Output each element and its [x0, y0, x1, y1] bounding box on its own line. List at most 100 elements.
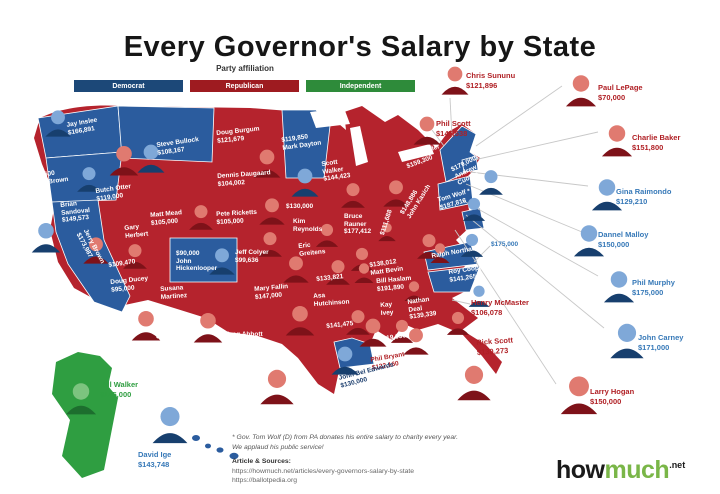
label-henry-mcmaster: Henry McMaster $106,078 — [471, 298, 529, 318]
portrait-phil-bryant — [356, 314, 390, 348]
portrait-ralph-northam — [458, 230, 486, 258]
label-kim-reynolds: Kim Reynolds — [293, 218, 323, 233]
lake-superior — [310, 108, 350, 128]
portrait-doug-burgum — [250, 145, 284, 179]
label-gary-herbert: Gary Herbert — [124, 223, 149, 240]
label-dannel-malloy: Dannel Malloy $150,000 — [598, 230, 649, 250]
label-phil-scott: Phil Scott $145,538 — [436, 119, 471, 139]
portrait-pete-ricketts — [255, 228, 285, 258]
portrait-john-hickenlooper — [206, 244, 238, 276]
portrait-rick-snyder — [380, 176, 412, 208]
portrait-kate-brown — [74, 163, 104, 193]
label-john-hickenlooper: $90,000 John Hickenlooper — [176, 250, 218, 273]
portrait-chris-sununu — [438, 62, 472, 96]
label-paul-lepage: Paul LePage $70,000 — [598, 83, 643, 103]
portrait-eric-greitens — [323, 256, 353, 286]
portrait-phil-murphy — [600, 266, 638, 304]
portrait-brian-sandoval — [80, 233, 112, 265]
portrait-mary-fallin — [282, 301, 318, 337]
label-mary-fallin: Mary Fallin $147,000 — [254, 283, 289, 301]
portrait-eric-holcomb — [376, 220, 398, 242]
legend-democrat: Democrat — [74, 80, 183, 92]
portrait-bill-walker — [62, 378, 100, 416]
portrait-kim-reynolds — [313, 220, 341, 248]
legend-title: Party affiliation — [216, 64, 274, 73]
portrait-andrew-cuomo — [476, 166, 506, 196]
portrait-butch-otter — [106, 141, 142, 177]
portrait-jeff-colyer — [280, 252, 312, 284]
party-legend: Democrat Republican Independent — [74, 80, 415, 92]
portrait-charlie-baker — [598, 120, 636, 158]
portrait-john-kasich — [414, 230, 444, 260]
portrait-bill-haslam — [402, 278, 426, 302]
label-john-carney: John Carney $171,000 — [638, 333, 684, 353]
logo-how: how — [556, 456, 605, 484]
label-bill-haslam: Bill Haslam $191,890 — [376, 274, 412, 293]
portrait-matt-mead — [186, 201, 216, 231]
portrait-john-carney — [606, 318, 648, 360]
label-pete-ricketts: Pete Ricketts $105,000 — [216, 208, 258, 226]
portrait-nathan-deal — [400, 324, 432, 356]
label-bruce-rauner: Bruce Rauner $177,412 — [344, 213, 372, 236]
portrait-roy-cooper — [466, 282, 492, 308]
page-title: Every Governor's Salary by State — [123, 31, 597, 64]
legend-independent: Independent — [306, 80, 415, 92]
portrait-mark-dayton — [288, 164, 322, 198]
lake-michigan — [350, 126, 368, 166]
source-url-howmuch[interactable]: https://howmuch.net/articles/every-gover… — [232, 467, 415, 475]
label-asa-hutchinson: Asa Hutchinson — [313, 292, 350, 308]
logo-net-suffix: .net — [669, 460, 686, 470]
legend-republican: Republican — [190, 80, 299, 92]
label-susana-martinez-salary: $110,000 — [156, 333, 183, 340]
howmuch-logo[interactable]: howmuch.net — [556, 456, 685, 485]
label-ralph-northam-salary: $175,000 — [491, 241, 519, 248]
state-ca — [51, 199, 131, 313]
footnote-block: * Gov. Tom Wolf (D) from PA donates his … — [232, 433, 532, 486]
portrait-dannel-malloy — [570, 220, 608, 258]
footnote-line-1: * Gov. Tom Wolf (D) from PA donates his … — [232, 434, 459, 441]
portrait-gina-raimondo — [588, 174, 626, 212]
portrait-david-ige — [148, 401, 192, 445]
label-brian-sandoval: Brian Sandoval $149,573 — [60, 200, 91, 225]
label-phil-murphy: Phil Murphy $175,000 — [632, 278, 675, 298]
label-eric-greitens: Eric Greitens — [298, 241, 326, 258]
portrait-jay-inslee — [42, 106, 74, 138]
state-mt — [117, 105, 215, 163]
portrait-doug-ducey — [128, 306, 164, 342]
label-jeff-colyer: Jeff Colyer $99,636 — [235, 249, 269, 264]
sources-heading: Article & Sources: — [232, 457, 291, 465]
portrait-asa-hutchinson — [343, 306, 373, 336]
portrait-larry-hogan — [556, 370, 602, 416]
source-url-ballotpedia[interactable]: https://ballotpedia.org — [232, 477, 297, 485]
portrait-scott-walker — [338, 179, 368, 209]
portrait-kay-ivey — [388, 316, 416, 344]
state-ak — [52, 352, 118, 478]
portrait-john-bel-edwards — [328, 342, 362, 376]
label-greg-abbott: Greg Abbott $150,000 — [225, 331, 263, 346]
portrait-henry-mcmaster — [444, 308, 472, 336]
label-david-ige: David Ige $143,748 — [138, 450, 172, 470]
label-gina-raimondo: Gina Raimondo $129,210 — [616, 187, 672, 207]
state-nc — [427, 265, 481, 293]
label-susana-martinez: Susana Martinez — [160, 284, 188, 301]
label-nathan-deal: Nathan Deal $139,339 — [407, 295, 437, 322]
state-hi — [192, 435, 239, 460]
label-bill-walker: Bill Walker $145,000 — [100, 380, 139, 400]
label-charlie-baker: Charlie Baker $151,800 — [632, 133, 681, 153]
label-larry-hogan: Larry Hogan $150,000 — [590, 387, 635, 407]
label-chris-sununu: Chris Sununu $121,896 — [466, 71, 516, 91]
portrait-gary-herbert — [120, 240, 150, 270]
portrait-tom-wolf — [460, 194, 488, 222]
portrait-rick-scott — [453, 360, 495, 402]
portrait-greg-abbott — [256, 364, 298, 406]
label-rick-scott: Rick Scott $130,273 — [476, 335, 514, 358]
label-kim-reynolds-salary: $130,000 — [286, 203, 314, 210]
portrait-jerry-brown — [28, 218, 64, 254]
portrait-dennis-daugaard — [256, 194, 288, 226]
portrait-jim-justice — [428, 240, 452, 264]
portrait-steve-bullock — [134, 140, 168, 174]
us-mainland — [34, 105, 502, 394]
lake-erie — [398, 144, 434, 162]
label-matt-mead: Matt Mead $105,000 — [150, 209, 183, 227]
